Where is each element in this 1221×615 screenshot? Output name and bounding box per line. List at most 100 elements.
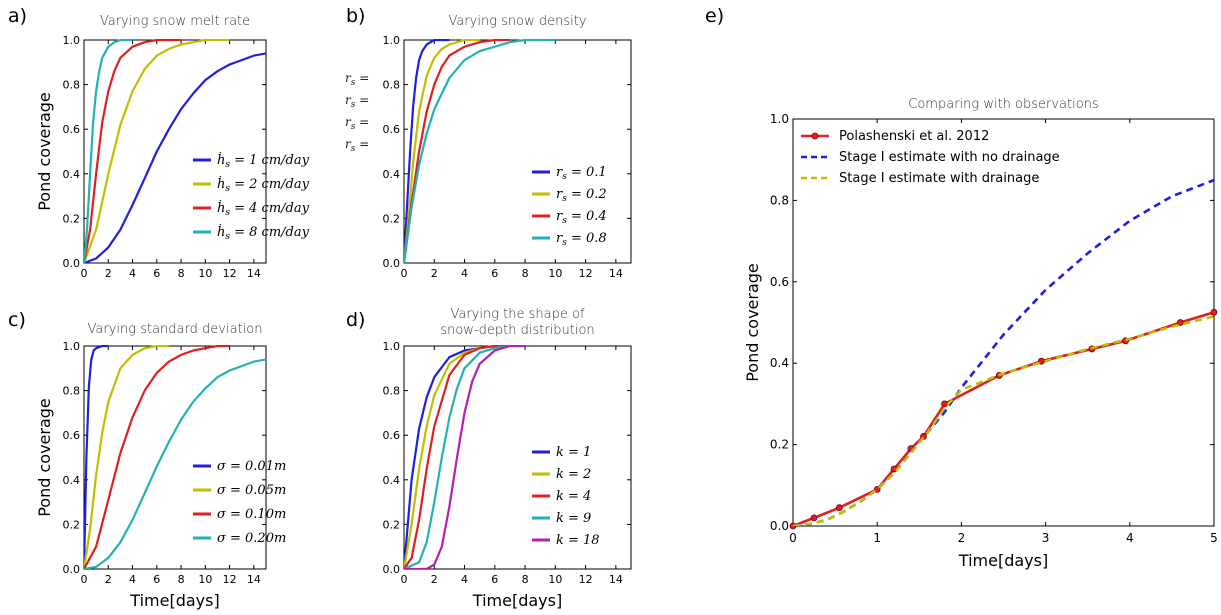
panel-letter: d) <box>346 309 365 331</box>
legend-label: k = 2 <box>556 467 591 482</box>
chart-title: Varying snow density <box>448 14 586 29</box>
x-tick-label: 2 <box>105 267 112 280</box>
plot-frame <box>792 118 1215 527</box>
y-tick-label: 0.4 <box>63 474 81 487</box>
legend: rs = 0.1 rs = 0.2 rs = 0.4 rs = 0.8 <box>532 165 607 248</box>
data-point <box>1210 308 1218 316</box>
legend-marker <box>811 132 819 140</box>
x-tick-label: 0 <box>401 573 408 586</box>
x-tick-label: 6 <box>491 267 498 280</box>
x-tick-label: 0 <box>401 267 408 280</box>
x-tick-label: 6 <box>153 267 160 280</box>
x-tick-label: 1 <box>873 531 881 545</box>
legend-label: rs = 0.2 <box>556 187 607 204</box>
y-axis-label: Pond coverage <box>743 263 762 382</box>
legend-label: k = 18 <box>556 533 600 548</box>
x-tick-label: 4 <box>461 573 468 586</box>
x-tick-label: 4 <box>461 267 468 280</box>
series-line-2 <box>404 39 480 263</box>
y-tick-label: 1.0 <box>63 34 81 47</box>
legend-label: ḣs = 2 cm/day <box>217 176 310 194</box>
chart-title-line: Varying the shape of <box>450 307 584 322</box>
plot-frame <box>83 345 267 570</box>
series-line-3 <box>84 39 182 263</box>
y-tick-label: 0.6 <box>63 429 81 442</box>
series-line-4 <box>84 358 266 569</box>
x-tick-label: 8 <box>522 573 529 586</box>
y-tick-label: 0.0 <box>383 257 401 270</box>
data-point <box>835 504 843 512</box>
y-tick-label: 0.8 <box>770 193 789 207</box>
x-tick-label: 8 <box>178 573 185 586</box>
y-tick-label: 0.4 <box>383 474 401 487</box>
x-tick-label: 0 <box>81 267 88 280</box>
y-axis-label: Pond coverage <box>35 398 54 517</box>
y-tick-label: 0.4 <box>383 168 401 181</box>
legend-label: k = 1 <box>556 445 591 460</box>
y-tick-label: 0.0 <box>770 519 789 533</box>
chart-panel-e: e) Comparing with observations 0 1 2 3 4 5 0.0 0.… <box>705 5 1218 570</box>
series-line-3 <box>84 345 230 569</box>
y-tick-label: 0.2 <box>383 518 401 531</box>
legend-label: Stage I estimate with drainage <box>839 171 1039 186</box>
series-line-1 <box>84 52 266 263</box>
y-tick-label: 1.0 <box>383 340 401 353</box>
series-line-1 <box>404 39 450 263</box>
x-tick-label: 6 <box>153 573 160 586</box>
y-tick-label: 0.8 <box>63 79 81 92</box>
chart-panel-c: c) Varying standard deviation 0 2 4 6 8 10 12 14 0… <box>8 309 286 610</box>
stray-label: rs = <box>345 71 369 88</box>
x-tick-label: 12 <box>223 267 237 280</box>
chart-title: Varying standard deviation <box>88 322 263 337</box>
y-tick-label: 0.6 <box>383 429 401 442</box>
stray-label: rs = <box>345 137 369 154</box>
x-tick-label: 5 <box>1210 531 1218 545</box>
series-line-1 <box>84 345 109 569</box>
series-line-3 <box>404 345 510 569</box>
panel-letter: c) <box>8 309 26 331</box>
chart-title: Comparing with observations <box>908 97 1098 112</box>
x-tick-label: 4 <box>129 573 136 586</box>
stray-label: rs = <box>345 115 369 132</box>
y-tick-label: 0.2 <box>63 212 81 225</box>
legend-label: σ = 0.20m <box>217 531 286 546</box>
chart-title-line: snow-depth distribution <box>440 323 594 338</box>
series-line-2 <box>84 39 230 263</box>
y-tick-label: 0.0 <box>63 257 81 270</box>
x-tick-label: 0 <box>81 573 88 586</box>
x-axis-label: Time[days] <box>129 591 219 610</box>
stray-label: rs = <box>345 93 369 110</box>
legend-label: ḣs = 1 cm/day <box>217 152 310 170</box>
legend-label: k = 9 <box>556 511 591 526</box>
chart-panel-b: b) Varying snow density 0 2 4 6 8 10 12 14 0.0 0.2 0… <box>345 5 632 280</box>
series-line-2 <box>793 178 1214 526</box>
panel-letter: a) <box>8 5 27 27</box>
legend: ḣs = 1 cm/day ḣs = 2 cm/day ḣs = 4 cm/day ḣ… <box>193 152 310 242</box>
data-point <box>810 514 818 522</box>
x-tick-label: 12 <box>223 573 237 586</box>
y-tick-label: 0.0 <box>63 563 81 576</box>
chart-panel-a: a) Varying snow melt rate 0 2 4 6 8 10 12 14 0.0 0.… <box>8 5 310 280</box>
series-line-1 <box>793 311 1214 526</box>
y-tick-label: 0.2 <box>63 518 81 531</box>
x-tick-label: 12 <box>579 573 593 586</box>
chart-title: Varying snow melt rate <box>100 14 250 29</box>
x-tick-label: 4 <box>129 267 136 280</box>
y-tick-label: 1.0 <box>63 340 81 353</box>
series-line-4 <box>84 39 133 263</box>
legend-label: Stage I estimate with no drainage <box>839 150 1060 165</box>
x-tick-label: 10 <box>548 267 562 280</box>
legend-label: σ = 0.10m <box>217 507 286 522</box>
y-tick-label: 0.2 <box>383 212 401 225</box>
x-tick-label: 2 <box>958 531 966 545</box>
x-tick-label: 2 <box>431 267 438 280</box>
x-tick-label: 2 <box>105 573 112 586</box>
legend-label: k = 4 <box>556 489 591 504</box>
legend-label: rs = 0.8 <box>556 231 607 248</box>
y-tick-label: 0.0 <box>383 563 401 576</box>
y-tick-label: 0.6 <box>770 275 789 289</box>
x-tick-label: 8 <box>522 267 529 280</box>
legend-label: rs = 0.1 <box>556 165 607 182</box>
series-line-4 <box>404 345 511 569</box>
